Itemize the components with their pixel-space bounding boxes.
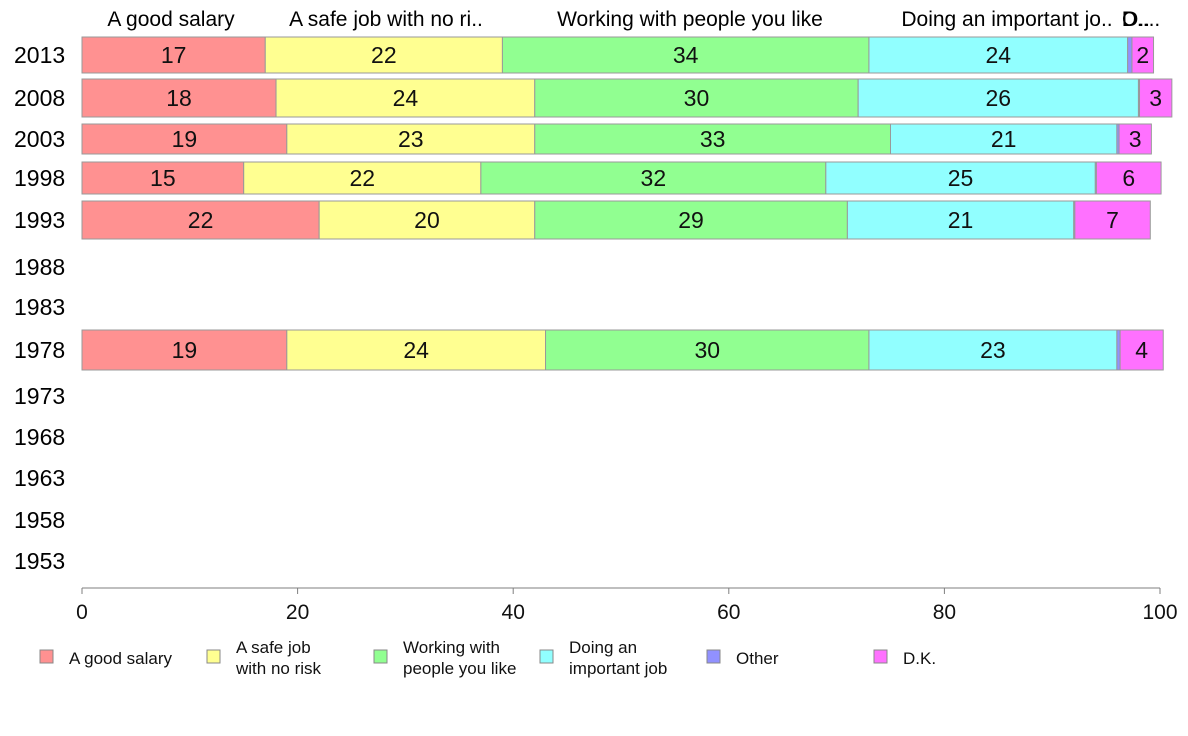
- x-tick-label-2: 20: [286, 601, 309, 624]
- data-label-2003-6: 3: [1129, 126, 1142, 152]
- legend-label-2-line-1: A safe job: [236, 638, 311, 657]
- data-label-2003-3: 33: [700, 126, 726, 152]
- bar-segment-2013-5: [1127, 36, 1133, 74]
- top-series-label-1: A good salary: [107, 8, 235, 31]
- x-tick-label-6: 100: [1142, 601, 1177, 624]
- bar-segment-1998-4: [825, 161, 1096, 195]
- bar-segment-1993-3: [534, 200, 848, 240]
- bar-segment-1998-3: [480, 161, 827, 195]
- data-label-2008-3: 30: [684, 85, 710, 111]
- top-series-label-4: Doing an important jo..: [901, 8, 1112, 31]
- data-label-2003-1: 19: [172, 126, 198, 152]
- top-series-label-6: D....: [1122, 8, 1161, 31]
- legend-label-6-line-1: D.K.: [903, 649, 936, 668]
- legend-label-3-line-2: people you like: [403, 659, 516, 678]
- data-label-1998-4: 25: [948, 165, 974, 191]
- bar-segment-1998-6: [1095, 161, 1162, 195]
- top-series-label-2: A safe job with no ri..: [289, 8, 483, 31]
- year-label-1993: 1993: [14, 207, 65, 233]
- bar-segment-2008-6: [1139, 78, 1173, 118]
- data-label-1998-3: 32: [641, 165, 667, 191]
- data-label-2003-2: 23: [398, 126, 424, 152]
- data-label-2013-3: 34: [673, 42, 699, 68]
- year-label-1988: 1988: [14, 254, 65, 280]
- year-label-2008: 2008: [14, 85, 65, 111]
- bar-segment-1978-6: [1119, 329, 1164, 371]
- bar-segment-1978-4: [868, 329, 1118, 371]
- bar-segment-2013-6: [1131, 36, 1155, 74]
- data-label-2008-6: 3: [1149, 85, 1162, 111]
- legend-label-1-line-1: A good salary: [69, 649, 173, 668]
- data-label-1993-1: 22: [188, 207, 214, 233]
- data-label-2008-1: 18: [166, 85, 192, 111]
- legend-label-3-line-1: Working with: [403, 638, 500, 657]
- year-label-1953: 1953: [14, 548, 65, 574]
- bar-segment-1978-1: [81, 329, 288, 371]
- data-label-2003-4: 21: [991, 126, 1017, 152]
- data-label-1998-2: 22: [349, 165, 375, 191]
- bar-segment-2008-4: [857, 78, 1139, 118]
- bar-segment-1978-3: [545, 329, 870, 371]
- data-label-1978-4: 23: [980, 337, 1006, 363]
- bar-segment-2008-3: [534, 78, 859, 118]
- data-label-1978-1: 19: [172, 337, 198, 363]
- x-tick-label-1: 0: [76, 601, 88, 624]
- year-label-1983: 1983: [14, 294, 65, 320]
- bar-segment-2003-6: [1118, 123, 1152, 155]
- legend-swatch-1: [39, 649, 54, 664]
- data-label-1978-6: 4: [1135, 337, 1148, 363]
- data-label-2008-4: 26: [986, 85, 1012, 111]
- data-label-1993-3: 29: [678, 207, 704, 233]
- top-series-label-5: O..: [1122, 8, 1150, 31]
- bar-segment-2008-1: [81, 78, 277, 118]
- data-label-1993-6: 7: [1106, 207, 1119, 233]
- year-label-1973: 1973: [14, 383, 65, 409]
- legend-swatch-2: [206, 649, 221, 664]
- year-label-1998: 1998: [14, 165, 65, 191]
- bar-segment-2008-2: [275, 78, 536, 118]
- x-tick-label-3: 40: [502, 601, 525, 624]
- year-label-2003: 2003: [14, 126, 65, 152]
- data-label-2013-6: 2: [1136, 42, 1149, 68]
- top-series-label-3: Working with people you like: [557, 8, 823, 31]
- x-tick-label-5: 80: [933, 601, 956, 624]
- legend-label-5-line-1: Other: [736, 649, 779, 668]
- year-label-1963: 1963: [14, 465, 65, 491]
- data-label-2013-1: 17: [161, 42, 187, 68]
- legend-swatch-3: [373, 649, 388, 664]
- bar-segment-1998-2: [243, 161, 482, 195]
- bar-segment-1993-4: [846, 200, 1075, 240]
- bar-segment-1993-2: [318, 200, 536, 240]
- data-label-1993-4: 21: [948, 207, 974, 233]
- year-label-1968: 1968: [14, 424, 65, 450]
- legend-swatch-4: [539, 649, 554, 664]
- x-tick-label-4: 60: [717, 601, 740, 624]
- data-label-2008-2: 24: [393, 85, 419, 111]
- legend-label-4-line-2: important job: [569, 659, 667, 678]
- data-label-1998-1: 15: [150, 165, 176, 191]
- bar-segment-2003-2: [286, 123, 536, 155]
- legend-label-2-line-2: with no risk: [235, 659, 322, 678]
- data-label-1978-3: 30: [694, 337, 720, 363]
- data-label-2013-4: 24: [986, 42, 1012, 68]
- bar-segment-2013-2: [264, 36, 503, 74]
- year-label-2013: 2013: [14, 42, 65, 68]
- year-label-1978: 1978: [14, 337, 65, 363]
- bar-segment-2003-4: [890, 123, 1118, 155]
- data-label-2013-2: 22: [371, 42, 397, 68]
- legend-swatch-5: [706, 649, 721, 664]
- data-label-1978-2: 24: [403, 337, 429, 363]
- bar-segment-1998-1: [81, 161, 245, 195]
- data-label-1998-6: 6: [1122, 165, 1135, 191]
- bar-segment-2003-1: [81, 123, 288, 155]
- legend-label-4-line-1: Doing an: [569, 638, 637, 657]
- bar-segment-1993-6: [1074, 200, 1151, 240]
- year-label-1958: 1958: [14, 507, 65, 533]
- data-label-1993-2: 20: [414, 207, 440, 233]
- legend-swatch-6: [873, 649, 888, 664]
